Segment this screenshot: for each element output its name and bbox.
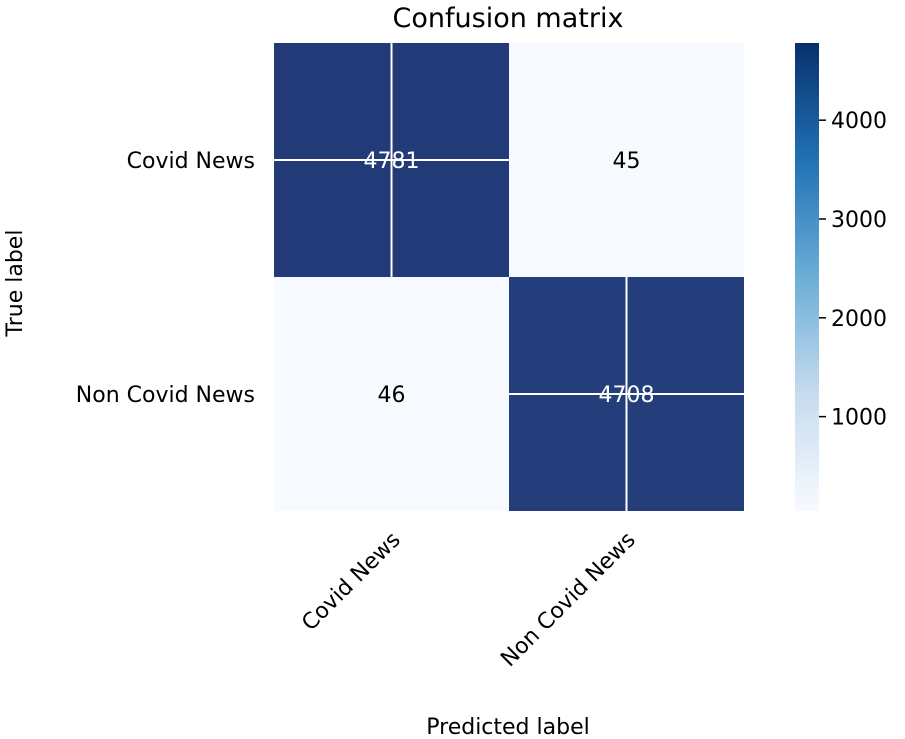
colorbar-tick-label: 3000	[831, 208, 887, 233]
colorbar	[795, 43, 819, 511]
x-tick-label: Covid News	[297, 528, 405, 636]
colorbar-tick-label: 4000	[831, 109, 887, 134]
cell-value-label: 4708	[599, 383, 655, 408]
grid-lines	[274, 43, 744, 511]
colorbar-tick-label: 2000	[831, 307, 887, 332]
heatmap-cell-0-1	[509, 43, 744, 277]
cell-value-label: 45	[613, 149, 641, 174]
y-tick-label: Covid News	[127, 149, 255, 174]
y-axis-label: True label	[3, 230, 28, 338]
x-tick-labels: Covid News Non Covid News	[297, 528, 640, 672]
heatmap-cell-1-0	[274, 277, 509, 511]
heatmap-cells	[274, 43, 744, 511]
y-tick-labels: Covid News Non Covid News	[76, 149, 255, 408]
colorbar-tick-label: 1000	[831, 406, 887, 431]
x-axis-label: Predicted label	[426, 715, 589, 739]
colorbar-ticks: 1000 2000 3000 4000	[819, 109, 887, 431]
y-tick-label: Non Covid News	[76, 383, 255, 408]
cell-value-label: 46	[378, 383, 406, 408]
x-tick-label: Non Covid News	[496, 528, 640, 672]
chart-title: Confusion matrix	[393, 3, 624, 34]
cell-value-labels: 4781 45 46 4708	[364, 149, 655, 408]
cell-value-label: 4781	[364, 149, 420, 174]
